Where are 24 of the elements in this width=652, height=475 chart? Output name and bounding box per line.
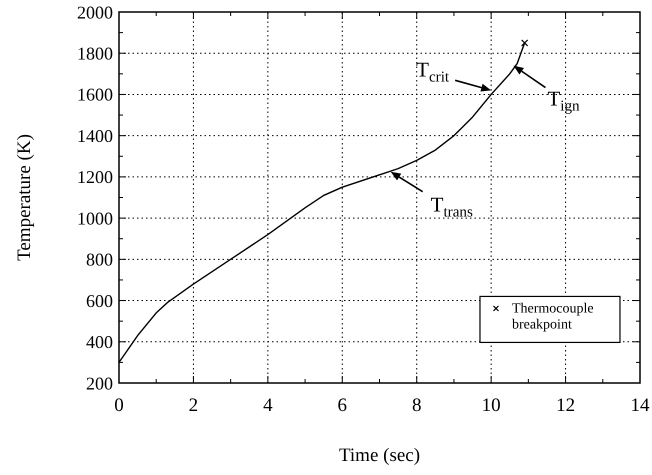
x-tick-label: 12 [556,395,576,416]
annotation: T$_{crit}$ [416,57,450,85]
y-tick-label: 1800 [77,44,113,64]
y-tick-label: 1200 [77,167,113,188]
legend-label: Thermocouple breakpoint [512,301,594,332]
x-axis-title: Time (sec) [338,445,420,466]
x-tick-label: 4 [263,395,274,416]
annotation: T$_{trans}$ [430,192,473,220]
x-tick-label: 8 [412,395,422,416]
x-tick-label: 6 [338,395,348,416]
y-tick-label: 2000 [77,2,113,22]
y-tick-label: 1600 [77,84,113,105]
annotation: T$_{ign}$ [547,86,580,114]
y-tick-label: 800 [86,250,113,270]
y-axis-title: Temperature (K) [14,134,35,261]
x-tick-label: 0 [114,395,124,416]
x-tick-label: 10 [482,395,501,416]
x-tick-label: 2 [188,395,198,416]
y-tick-label: 1400 [77,126,113,146]
x-tick-label: 14 [630,395,650,416]
y-tick-label: 400 [86,332,113,352]
y-tick-label: 600 [86,290,113,311]
y-tick-label: 1000 [77,208,113,228]
y-tick-label: 200 [86,373,113,394]
